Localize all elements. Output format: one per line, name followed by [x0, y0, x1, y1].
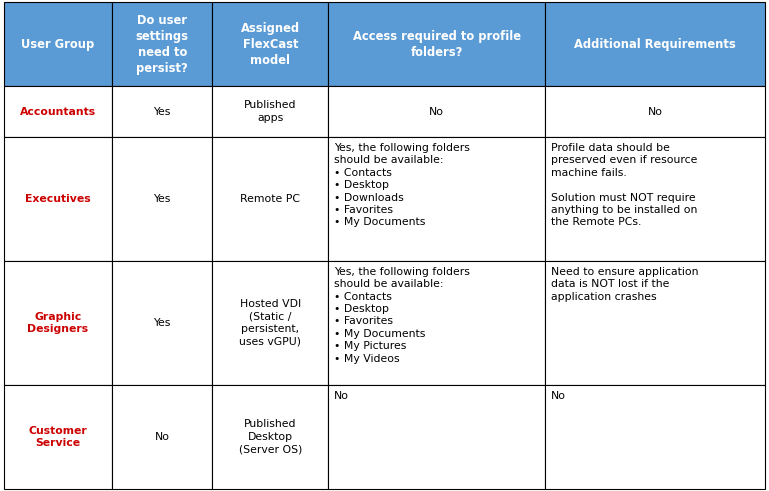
Text: Published
apps: Published apps — [244, 100, 297, 123]
Text: Graphic
Designers: Graphic Designers — [28, 312, 88, 334]
Bar — [212, 86, 328, 137]
Text: Assigned
FlexCast
model: Assigned FlexCast model — [241, 22, 300, 67]
Text: Yes, the following folders
should be available:
• Contacts
• Desktop
• Downloads: Yes, the following folders should be ava… — [335, 143, 470, 227]
Text: Hosted VDI
(Static /
persistent,
uses vGPU): Hosted VDI (Static / persistent, uses vG… — [239, 300, 301, 347]
Text: Yes: Yes — [154, 318, 171, 328]
Bar — [545, 137, 765, 261]
Bar — [328, 385, 545, 489]
Bar — [112, 385, 212, 489]
Text: No: No — [155, 432, 170, 442]
Text: Customer
Service: Customer Service — [28, 426, 87, 448]
Bar — [112, 137, 212, 261]
Text: Profile data should be
preserved even if resource
machine fails.

Solution must : Profile data should be preserved even if… — [551, 143, 697, 227]
Text: Published
Desktop
(Server OS): Published Desktop (Server OS) — [238, 419, 302, 454]
Bar — [545, 2, 765, 86]
Bar — [4, 385, 112, 489]
Text: Additional Requirements: Additional Requirements — [574, 38, 736, 51]
Bar — [328, 261, 545, 385]
Bar — [328, 2, 545, 86]
Bar — [4, 261, 112, 385]
Text: No: No — [647, 107, 663, 116]
Bar — [328, 137, 545, 261]
Text: Need to ensure application
data is NOT lost if the
application crashes: Need to ensure application data is NOT l… — [551, 267, 699, 301]
Text: Executives: Executives — [25, 194, 91, 204]
Text: No: No — [335, 391, 349, 401]
Bar — [212, 385, 328, 489]
Text: Yes, the following folders
should be available:
• Contacts
• Desktop
• Favorites: Yes, the following folders should be ava… — [335, 267, 470, 364]
Bar — [212, 137, 328, 261]
Text: Access required to profile
folders?: Access required to profile folders? — [353, 30, 521, 59]
Bar — [112, 2, 212, 86]
Text: Remote PC: Remote PC — [240, 194, 301, 204]
Bar — [545, 261, 765, 385]
Text: User Group: User Group — [22, 38, 95, 51]
Bar — [212, 2, 328, 86]
Bar — [545, 86, 765, 137]
Text: Do user
settings
need to
persist?: Do user settings need to persist? — [135, 14, 188, 75]
Bar — [4, 2, 112, 86]
Text: No: No — [551, 391, 566, 401]
Text: Yes: Yes — [154, 194, 171, 204]
Text: No: No — [429, 107, 444, 116]
Bar — [545, 385, 765, 489]
Text: Yes: Yes — [154, 107, 171, 116]
Bar — [4, 137, 112, 261]
Text: Accountants: Accountants — [20, 107, 96, 116]
Bar — [112, 261, 212, 385]
Bar — [4, 86, 112, 137]
Bar — [112, 86, 212, 137]
Bar — [212, 261, 328, 385]
Bar — [328, 86, 545, 137]
